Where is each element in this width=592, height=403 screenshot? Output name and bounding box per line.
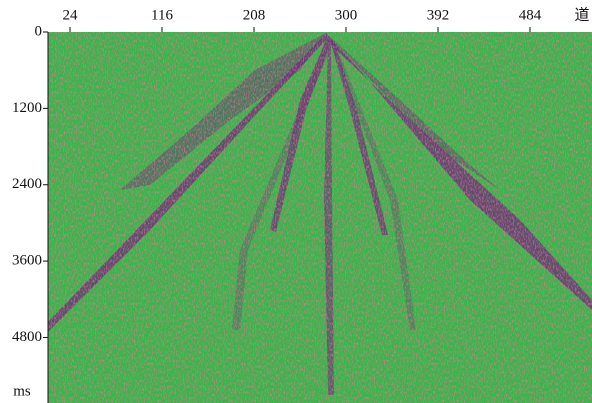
x-tick-label: 392 — [427, 7, 450, 23]
y-tick-label: 4800 — [12, 329, 42, 345]
y-tick-label: 0 — [35, 23, 43, 39]
y-tick-label: 2400 — [12, 176, 42, 192]
x-tick-label: 300 — [335, 7, 358, 23]
noise-texture — [48, 32, 592, 403]
x-tick-label: 208 — [243, 7, 266, 23]
y-axis-label: ms — [13, 383, 31, 399]
x-tick-label: 484 — [519, 7, 542, 23]
x-tick-label: 116 — [151, 7, 173, 23]
y-tick-label: 3600 — [12, 253, 42, 269]
x-tick-label: 24 — [63, 7, 79, 23]
wave-pattern — [48, 32, 592, 403]
y-tick-label: 1200 — [12, 100, 42, 116]
x-axis-label: 道 — [574, 6, 589, 23]
